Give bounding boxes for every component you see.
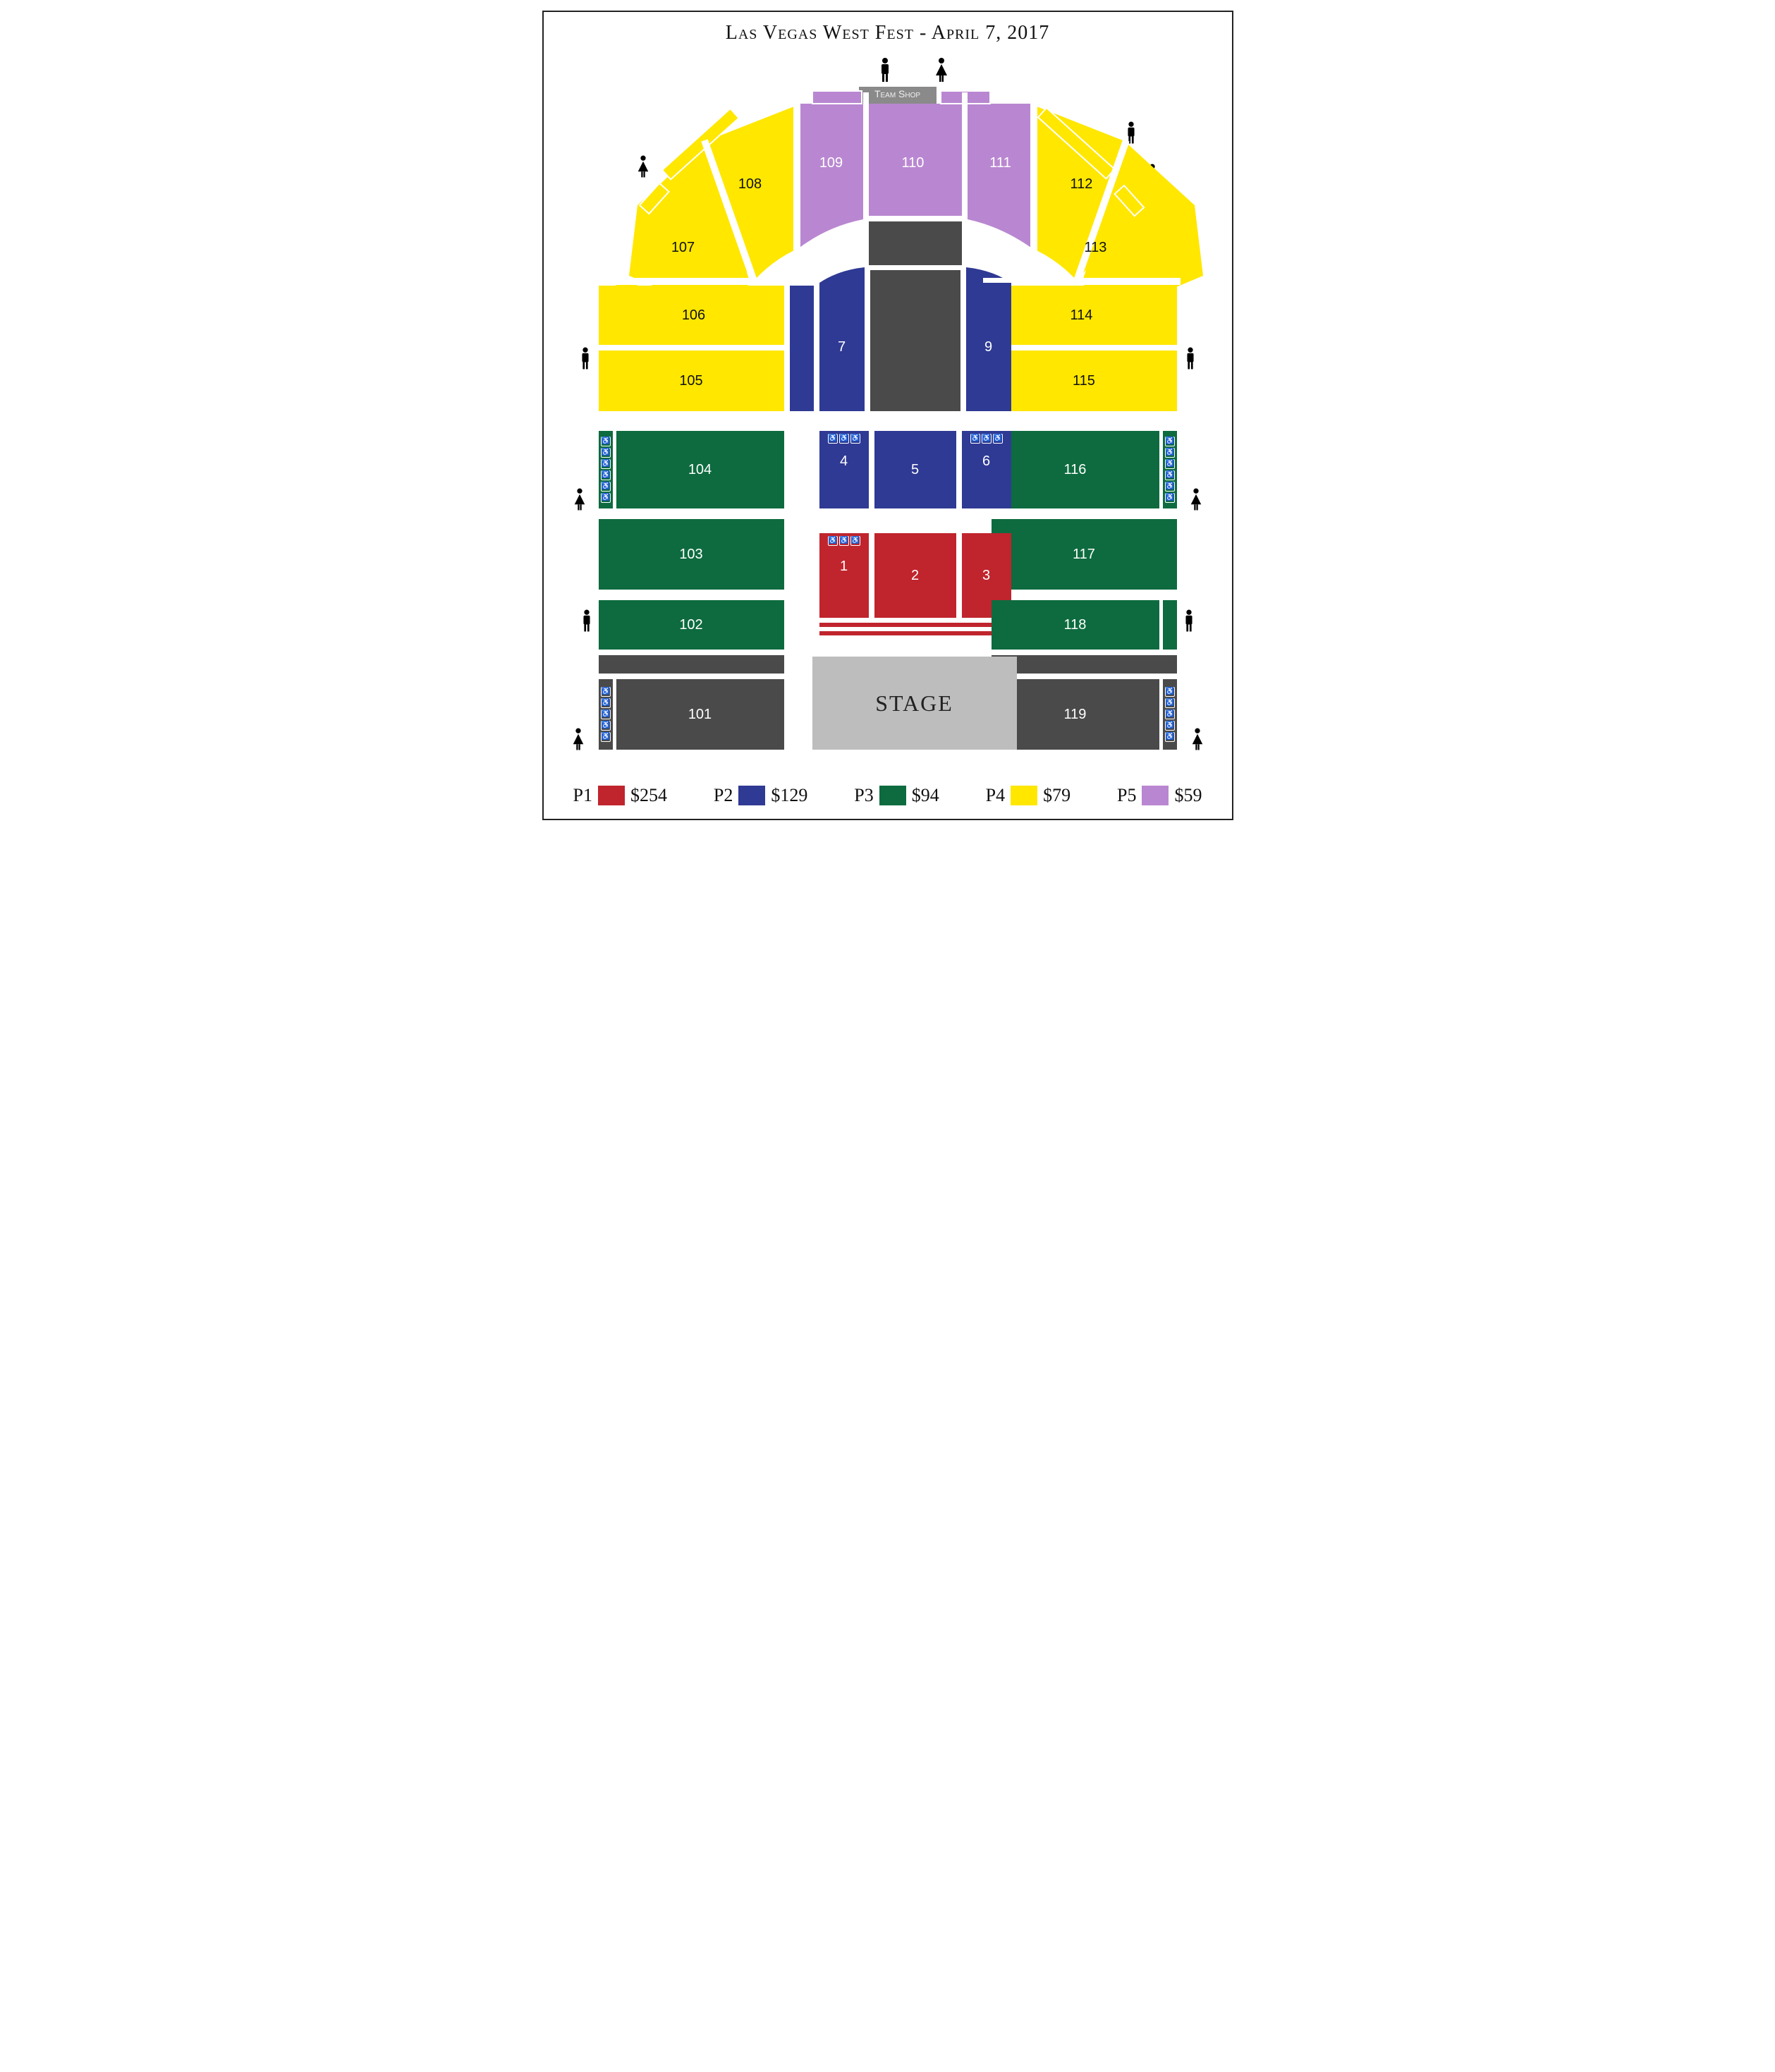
legend-price: $254 (630, 785, 667, 806)
section-116[interactable]: 116 (992, 431, 1159, 508)
section-102[interactable]: 102 (599, 600, 784, 650)
ada-row-109 (812, 91, 862, 104)
legend-tier: P4 (986, 785, 1005, 806)
section-103[interactable]: 103 (599, 519, 784, 590)
price-legend: P1 $254 P2 $129 P3 $94 P4 $79 P5 (573, 785, 1202, 806)
ada-col-116: ♿♿♿♿♿♿ (1163, 431, 1177, 508)
section-2[interactable]: 2 (874, 533, 956, 618)
legend-price: $79 (1043, 785, 1071, 806)
wheelchair-icon: ♿♿♿♿♿ (601, 687, 611, 742)
label-109: 109 (800, 149, 863, 177)
legend-p5: P5 $59 (1117, 785, 1202, 806)
person-female-icon (1189, 487, 1203, 511)
stage: STAGE (812, 657, 1017, 750)
stage-label: STAGE (875, 690, 953, 717)
section-104[interactable]: 104 (616, 431, 784, 508)
legend-tier: P2 (714, 785, 733, 806)
person-female-icon (571, 727, 585, 751)
legend-price: $129 (771, 785, 807, 806)
section-118-strip (1163, 600, 1177, 650)
legend-swatch (1142, 786, 1169, 805)
legend-price: $94 (912, 785, 939, 806)
section-6[interactable]: ♿♿♿ 6 (962, 431, 1011, 508)
ada-col-101: ♿♿♿♿♿ (599, 679, 613, 750)
dark-block-mid (870, 270, 960, 411)
legend-p2: P2 $129 (714, 785, 807, 806)
legend-tier: P1 (573, 785, 592, 806)
section-7[interactable]: 7 (819, 283, 865, 411)
wheelchair-icon: ♿♿♿ (828, 536, 860, 546)
label-108: 108 (722, 170, 779, 198)
wheelchair-icon: ♿♿♿♿♿ (1165, 687, 1175, 742)
red-bar-1 (819, 623, 1011, 627)
section-5[interactable]: 5 (874, 431, 956, 508)
label-113: 113 (1068, 233, 1124, 262)
seating-chart: Team Shop (560, 50, 1216, 769)
section-117[interactable]: 117 (992, 519, 1177, 590)
legend-p4: P4 $79 (986, 785, 1071, 806)
label-114: 114 (1054, 301, 1110, 329)
section-105[interactable]: 105 (599, 351, 784, 411)
seating-chart-frame: Las Vegas West Fest - April 7, 2017 Team… (542, 11, 1233, 820)
section-118[interactable]: 118 (992, 600, 1159, 650)
wheelchair-icon: ♿♿♿♿♿♿ (1165, 437, 1175, 503)
label-110: 110 (882, 149, 945, 177)
legend-price: $59 (1174, 785, 1202, 806)
person-male-icon (580, 609, 594, 633)
legend-tier: P3 (854, 785, 873, 806)
ada-col-119: ♿♿♿♿♿ (1163, 679, 1177, 750)
section-9[interactable]: 9 (966, 283, 1011, 411)
event-title: Las Vegas West Fest - April 7, 2017 (552, 22, 1224, 44)
dark-row-left (599, 655, 784, 674)
section-101[interactable]: 101 (616, 679, 784, 750)
legend-swatch (1011, 786, 1037, 805)
label-106: 106 (666, 301, 722, 329)
label-111: 111 (969, 149, 1032, 177)
wheelchair-icon: ♿♿♿ (828, 434, 860, 444)
legend-tier: P5 (1117, 785, 1136, 806)
label-107: 107 (655, 233, 712, 262)
person-male-icon (1182, 609, 1196, 633)
legend-swatch (738, 786, 765, 805)
legend-p3: P3 $94 (854, 785, 939, 806)
wheelchair-icon: ♿♿♿♿♿♿ (601, 437, 611, 503)
wheelchair-icon: ♿♿♿ (970, 434, 1003, 444)
person-female-icon (573, 487, 587, 511)
label-112: 112 (1054, 170, 1110, 198)
section-1[interactable]: ♿♿♿ 1 (819, 533, 869, 618)
blue-side-left (790, 286, 814, 411)
section-4[interactable]: ♿♿♿ 4 (819, 431, 869, 508)
dark-block-upper (869, 221, 962, 265)
red-bar-2 (819, 631, 1011, 635)
ada-col-104: ♿♿♿♿♿♿ (599, 431, 613, 508)
person-female-icon (1190, 727, 1204, 751)
legend-swatch (598, 786, 625, 805)
legend-swatch (879, 786, 906, 805)
legend-p1: P1 $254 (573, 785, 667, 806)
dark-row-right (992, 655, 1177, 674)
section-115[interactable]: 115 (992, 351, 1177, 411)
